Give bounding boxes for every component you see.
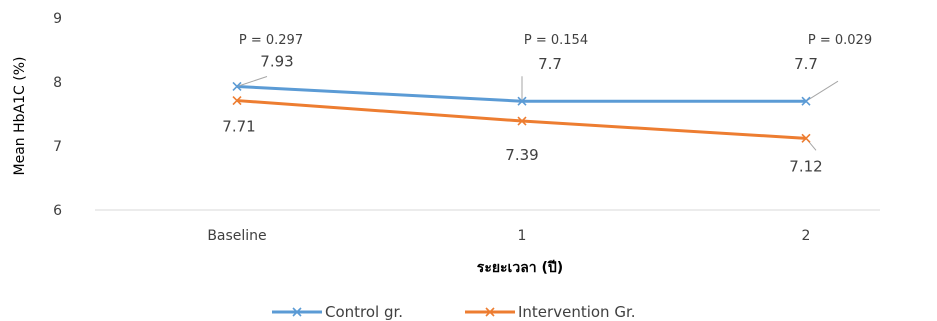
p-value-label: P = 0.154	[524, 33, 588, 48]
data-point	[801, 133, 811, 143]
leader-line	[805, 80, 839, 102]
y-tick-label: 8	[53, 75, 62, 91]
data-label: 7.71	[222, 118, 255, 136]
data-point	[517, 116, 527, 126]
legend-label: Intervention Gr.	[518, 303, 636, 321]
y-tick-label: 6	[53, 203, 62, 219]
data-label: 7.12	[789, 157, 822, 175]
y-tick-label: 9	[53, 11, 62, 27]
leader-line	[236, 76, 268, 87]
x-axis-label: ระยะเวลา (ปี)	[477, 260, 563, 276]
legend-item: Intervention Gr.	[465, 303, 636, 321]
data-point	[232, 81, 242, 92]
legend-item: Control gr.	[272, 303, 403, 321]
y-axis-label: Mean HbA1C (%)	[12, 57, 28, 176]
data-point	[801, 96, 811, 106]
p-value-label: P = 0.029	[808, 33, 872, 48]
y-tick-label: 7	[53, 139, 62, 155]
x-tick-label: Baseline	[207, 228, 266, 244]
data-label: 7.7	[794, 55, 818, 73]
data-point	[517, 96, 527, 106]
x-tick-label: 2	[802, 228, 811, 244]
p-value-label: P = 0.297	[239, 33, 303, 48]
data-label: 7.7	[538, 55, 562, 73]
data-point	[232, 95, 242, 106]
data-label: 7.39	[505, 146, 538, 164]
data-label: 7.93	[260, 52, 293, 70]
legend-label: Control gr.	[325, 303, 403, 321]
x-tick-label: 1	[518, 228, 527, 244]
